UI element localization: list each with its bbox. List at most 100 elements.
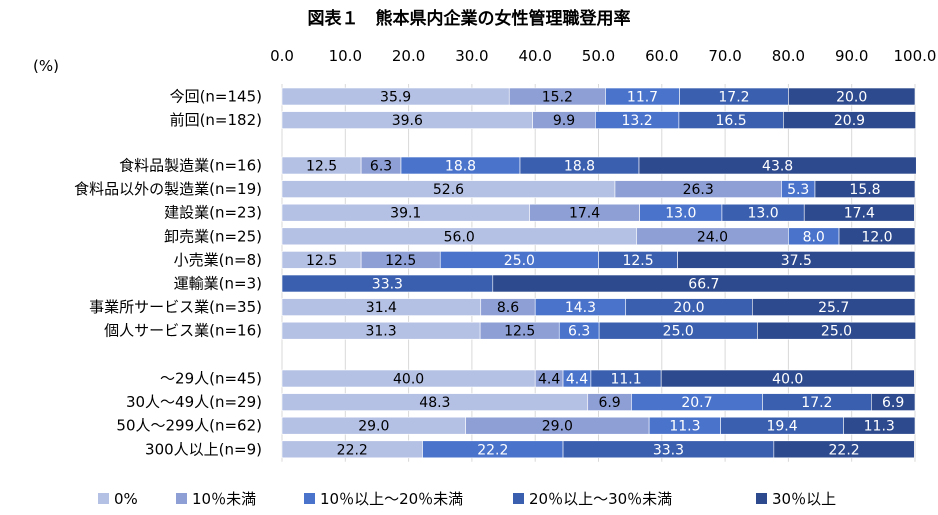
bar-value-label: 39.6 (392, 113, 423, 129)
bar-value-label: 48.3 (419, 395, 450, 411)
bar-value-label: 26.3 (683, 182, 714, 198)
bar-segment (757, 321, 916, 340)
row-label: ～29人(n=45) (160, 370, 262, 388)
bar-value-label: 31.4 (366, 300, 397, 316)
x-tick-label: 40.0 (518, 47, 551, 65)
row-labels: 今回(n=145) 前回(n=182) 食料品製造業(n=16) 食料品以外の製造業(… (74, 88, 262, 459)
row-label: 今回(n=145) (170, 88, 262, 106)
bar-value-label: 12.5 (622, 253, 653, 269)
row-label: 食料品以外の製造業(n=19) (74, 180, 262, 198)
bar-segment (871, 393, 916, 411)
bar-value-label: 33.3 (372, 277, 403, 293)
bar-value-label: 25.0 (504, 253, 535, 269)
bar-segment (660, 369, 915, 388)
x-tick-label: 80.0 (772, 47, 805, 65)
legend-swatch (756, 493, 767, 504)
bar-value-label: 31.3 (365, 324, 396, 340)
x-tick-label: 50.0 (582, 47, 615, 65)
x-tick-label: 20.0 (392, 47, 425, 65)
bar-value-label: 8.6 (497, 300, 519, 316)
legend-label: 10％以上～20％未満 (320, 490, 463, 508)
row-label: 30人～49人(n=29) (126, 393, 262, 411)
bar-value-label: 20.0 (836, 90, 867, 106)
bar-segment (752, 298, 916, 316)
bar-segment (677, 251, 916, 269)
bar-value-label: 13.2 (622, 113, 653, 129)
row-label: 小売業(n=8) (174, 251, 262, 269)
bar-value-label: 22.2 (337, 442, 368, 458)
bar-segment (803, 203, 915, 222)
legend-label: 30％以上 (772, 490, 836, 508)
bar-value-label: 35.9 (380, 90, 411, 106)
bar-value-label: 18.8 (445, 159, 476, 175)
bar-value-label: 6.3 (568, 324, 590, 340)
bar-value-label: 40.0 (393, 372, 424, 388)
bar-value-label: 6.9 (598, 395, 620, 411)
bar-value-label: 22.2 (477, 442, 508, 458)
bar-value-label: 17.4 (844, 206, 875, 222)
bar-value-label: 13.0 (747, 206, 778, 222)
bar-value-label: 5.3 (787, 182, 809, 198)
row-label: 食料品製造業(n=16) (119, 157, 262, 175)
bar-value-label: 17.2 (718, 90, 749, 106)
bar-value-label: 15.8 (849, 182, 880, 198)
row-label: 卸売業(n=25) (164, 227, 262, 245)
bar-value-label: 25.7 (818, 300, 849, 316)
bar-segment (492, 274, 916, 293)
bar-value-label: 22.2 (829, 442, 860, 458)
bar-value-label: 15.2 (542, 90, 573, 106)
bar-segment (788, 87, 916, 106)
bar-segment (638, 156, 917, 175)
bar-value-label: 6.3 (370, 159, 392, 175)
bar-value-label: 4.4 (538, 372, 560, 388)
bar-segment (814, 180, 916, 198)
x-axis-ticks: 0.0 10.0 20.0 30.0 40.0 50.0 60.0 70.0 80.0 90.0 1… (270, 47, 936, 65)
legend-swatch (304, 493, 315, 504)
bar-value-label: 40.0 (772, 372, 803, 388)
bar-value-label: 8.0 (803, 229, 825, 245)
bar-value-label: 56.0 (444, 229, 475, 245)
legend-swatch (513, 493, 524, 504)
x-tick-label: 10.0 (329, 47, 362, 65)
x-tick-label: 60.0 (645, 47, 678, 65)
legend-label: 20％以上～30％未満 (529, 490, 672, 508)
bar-value-label: 24.0 (697, 229, 728, 245)
legend: 0% 10％未満 10％以上～20％未満 20％以上～30％未満 30％以上 (98, 490, 836, 508)
bar-value-label: 11.3 (864, 419, 895, 435)
row-label: 50人～299人(n=62) (116, 417, 262, 435)
bars: 35.9 15.2 11.7 17.2 20.0 39.6 9.9 13.2 16.5 20.9 1… (281, 87, 917, 459)
bar-value-label: 12.5 (306, 159, 337, 175)
bar-value-label: 16.5 (716, 113, 747, 129)
legend-swatch (176, 493, 187, 504)
bar-value-label: 11.1 (610, 372, 641, 388)
bar-value-label: 18.8 (564, 159, 595, 175)
unit-label: (%) (33, 57, 59, 75)
x-tick-label: 70.0 (708, 47, 741, 65)
bar-segment (773, 440, 915, 459)
bar-value-label: 33.3 (653, 442, 684, 458)
bar-value-label: 20.7 (681, 395, 712, 411)
row-label: 前回(n=182) (170, 111, 262, 129)
row-label: 300人以上(n=9) (145, 440, 262, 458)
bar-value-label: 20.9 (834, 113, 865, 129)
bar-value-label: 25.0 (821, 324, 852, 340)
bar-value-label: 12.5 (504, 324, 535, 340)
legend-label: 10％未満 (192, 490, 256, 508)
legend-swatch (98, 493, 109, 504)
bar-value-label: 25.0 (663, 324, 694, 340)
bar-value-label: 20.0 (673, 300, 704, 316)
x-tick-label: 90.0 (835, 47, 868, 65)
bar-value-label: 6.9 (882, 395, 904, 411)
bar-value-label: 12.5 (306, 253, 337, 269)
bar-value-label: 19.4 (766, 419, 797, 435)
bar-value-label: 17.4 (569, 206, 600, 222)
chart-title: 図表１ 熊本県内企業の女性管理職登用率 (308, 8, 631, 29)
bar-value-label: 29.0 (358, 419, 389, 435)
x-tick-label: 0.0 (270, 47, 294, 65)
bar-value-label: 17.2 (801, 395, 832, 411)
bar-segment (783, 111, 916, 129)
x-tick-label: 100.0 (894, 47, 937, 65)
bar-segment (838, 227, 916, 246)
bar-value-label: 13.0 (665, 206, 696, 222)
